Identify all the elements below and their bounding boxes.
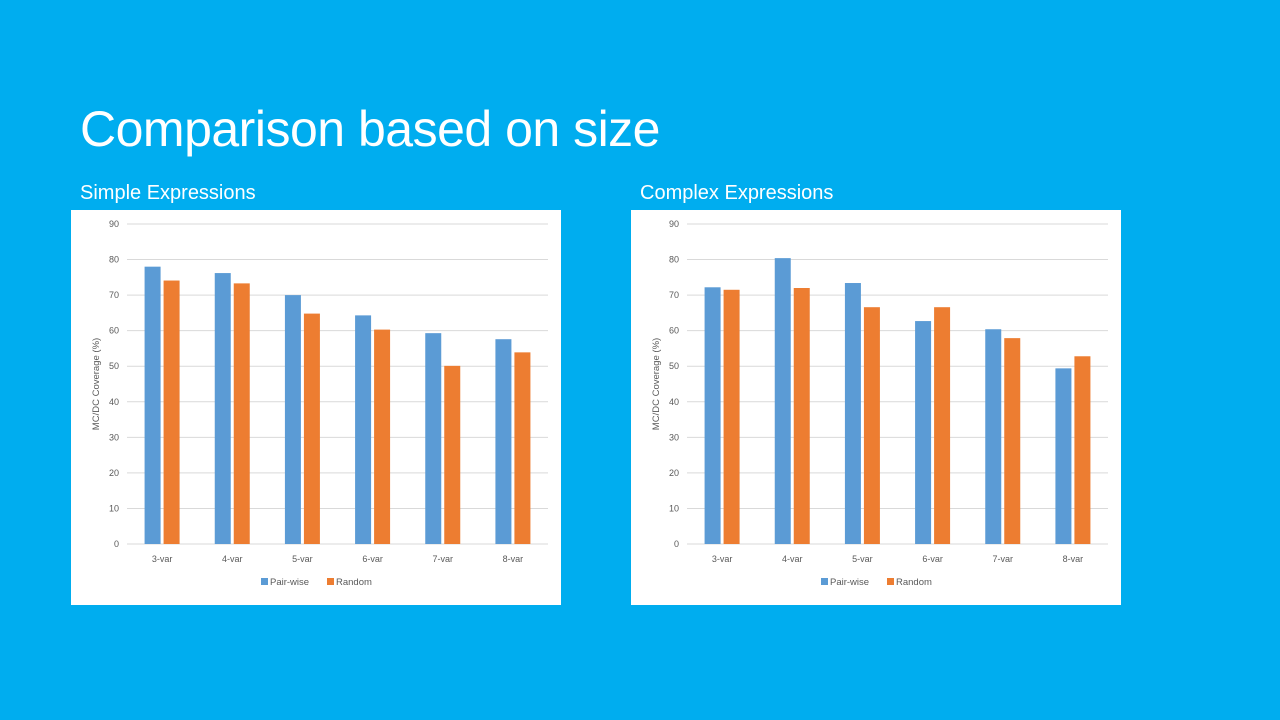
pair-wise-bar-3-var: [704, 287, 721, 544]
simple-expressions-subtitle: Simple Expressions: [80, 182, 256, 204]
pair-wise-bar-7-var: [985, 329, 1002, 544]
y-tick-label: 0: [674, 539, 679, 549]
x-tick-label: 6-var: [922, 554, 943, 564]
y-tick-label: 30: [669, 432, 679, 442]
random-bar-7-var: [444, 365, 461, 544]
pair-wise-bar-6-var: [355, 315, 372, 544]
pair-wise-bar-6-var: [915, 321, 932, 544]
y-tick-label: 60: [669, 326, 679, 336]
legend-swatch: [261, 578, 268, 585]
legend-label: Random: [896, 577, 932, 588]
random-bar-4-var: [233, 283, 250, 544]
y-tick-label: 20: [109, 468, 119, 478]
legend-swatch: [327, 578, 334, 585]
y-tick-label: 0: [114, 539, 119, 549]
random-bar-6-var: [374, 329, 391, 544]
x-tick-label: 7-var: [432, 554, 453, 564]
y-tick-label: 80: [109, 255, 119, 265]
x-tick-label: 4-var: [222, 554, 243, 564]
complex-expressions-chart-svg: 0 10 20 30 40 50 60 70 80 90 MC/DC Coverage (%) 3-v…: [651, 219, 1108, 588]
random-bar-7-var: [1004, 338, 1021, 544]
y-tick-label: 40: [109, 397, 119, 407]
random-bar-6-var: [934, 307, 951, 544]
pair-wise-bar-5-var: [284, 295, 301, 544]
simple-expressions-chart: 0 10 20 30 40 50 60 70 80 90 MC/DC Coverage (%) 3-v…: [71, 210, 561, 605]
pair-wise-bar-7-var: [425, 333, 442, 544]
random-bar-8-var: [1074, 356, 1091, 544]
random-bar-4-var: [793, 288, 810, 544]
x-tick-label: 5-var: [292, 554, 313, 564]
y-tick-label: 10: [109, 503, 119, 513]
y-tick-label: 30: [109, 432, 119, 442]
pair-wise-bar-8-var: [1055, 368, 1072, 544]
legend-swatch: [887, 578, 894, 585]
pair-wise-bar-4-var: [774, 258, 791, 544]
y-tick-label: 90: [109, 219, 119, 229]
legend-label: Pair-wise: [270, 577, 309, 588]
complex-expressions-subtitle: Complex Expressions: [640, 182, 834, 204]
y-tick-label: 70: [669, 290, 679, 300]
pair-wise-bar-3-var: [144, 266, 161, 544]
pair-wise-bar-4-var: [214, 273, 231, 544]
complex-expressions-chart: 0 10 20 30 40 50 60 70 80 90 MC/DC Coverage (%) 3-v…: [631, 210, 1121, 605]
slide-title: Comparison based on size: [80, 101, 661, 157]
legend-label: Random: [336, 577, 372, 588]
y-tick-label: 90: [669, 219, 679, 229]
y-tick-label: 20: [669, 468, 679, 478]
random-bar-5-var: [863, 307, 880, 544]
x-tick-label: 3-var: [152, 554, 173, 564]
simple-expressions-chart-svg: 0 10 20 30 40 50 60 70 80 90 MC/DC Coverage (%) 3-v…: [91, 219, 548, 588]
x-tick-label: 8-var: [1063, 554, 1084, 564]
x-tick-label: 8-var: [503, 554, 524, 564]
pair-wise-bar-8-var: [495, 339, 512, 544]
y-tick-label: 50: [109, 361, 119, 371]
random-bar-3-var: [163, 280, 180, 544]
y-tick-label: 50: [669, 361, 679, 371]
y-tick-label: 60: [109, 326, 119, 336]
legend-swatch: [821, 578, 828, 585]
x-tick-label: 7-var: [992, 554, 1013, 564]
x-tick-label: 5-var: [852, 554, 873, 564]
random-bar-8-var: [514, 352, 531, 544]
random-bar-5-var: [303, 313, 320, 544]
pair-wise-bar-5-var: [844, 283, 861, 544]
y-axis-title: MC/DC Coverage (%): [91, 338, 102, 430]
y-tick-label: 80: [669, 255, 679, 265]
x-tick-label: 6-var: [362, 554, 383, 564]
y-tick-label: 10: [669, 503, 679, 513]
legend-label: Pair-wise: [830, 577, 869, 588]
y-tick-label: 70: [109, 290, 119, 300]
y-tick-label: 40: [669, 397, 679, 407]
y-axis-title: MC/DC Coverage (%): [651, 338, 662, 430]
x-tick-label: 3-var: [712, 554, 733, 564]
random-bar-3-var: [723, 289, 740, 544]
x-tick-label: 4-var: [782, 554, 803, 564]
